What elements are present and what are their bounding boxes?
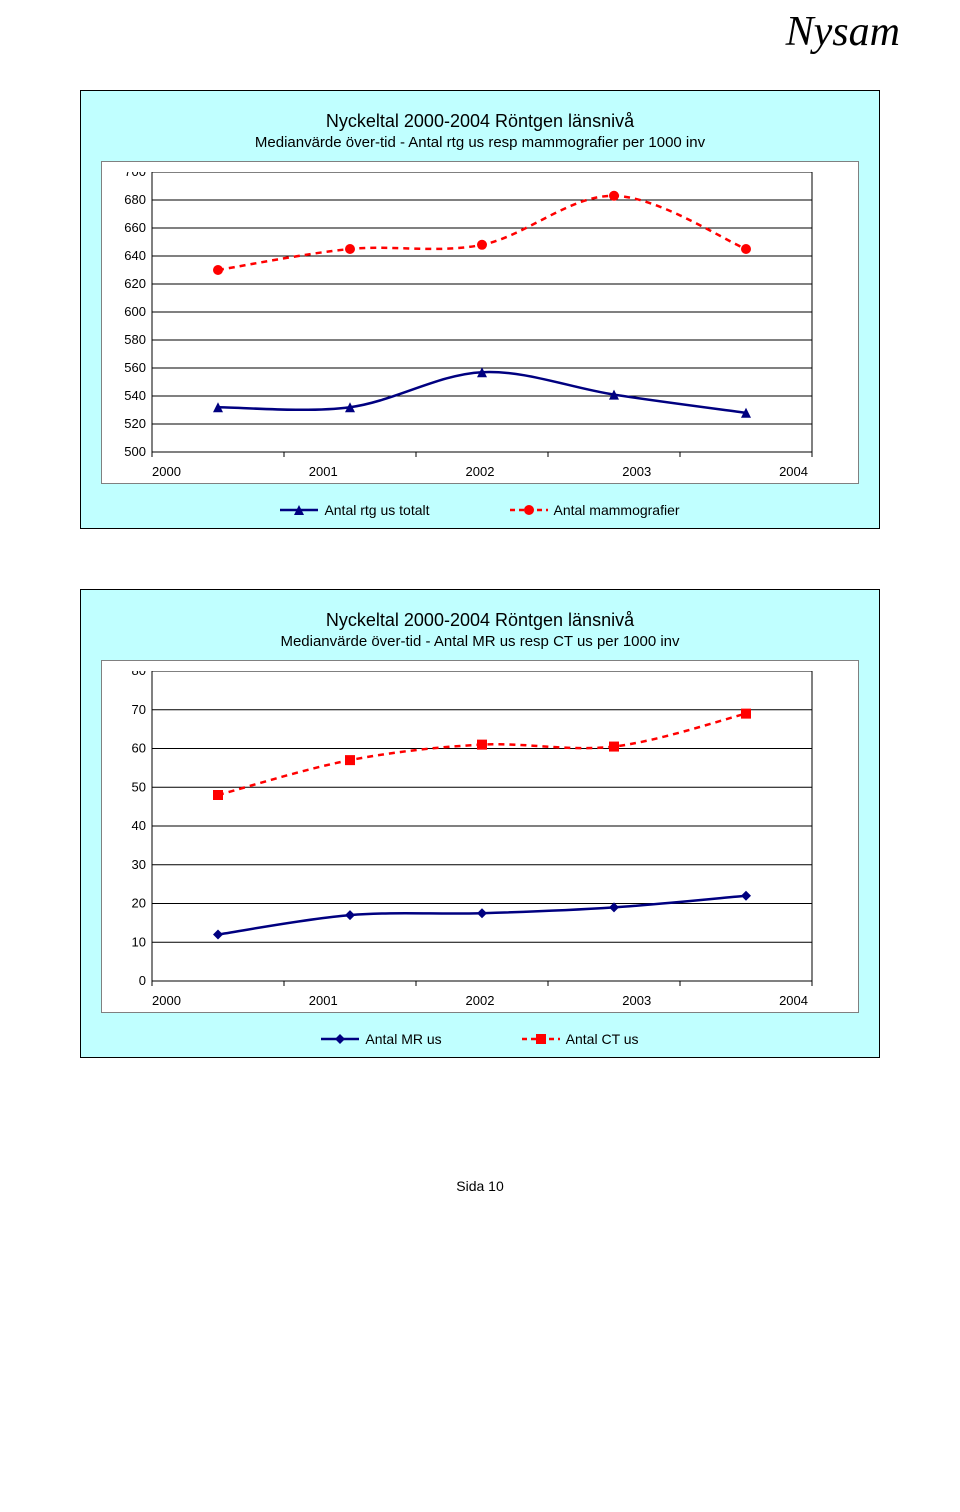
- svg-text:660: 660: [124, 220, 146, 235]
- legend: Antal MR us Antal CT us: [101, 1031, 859, 1047]
- chart-title: Nyckeltal 2000-2004 Röntgen länsnivå: [101, 610, 859, 631]
- x-axis-label: 2003: [622, 464, 651, 479]
- svg-text:640: 640: [124, 248, 146, 263]
- chart-title: Nyckeltal 2000-2004 Röntgen länsnivå: [101, 111, 859, 132]
- plot-svg: 0 10 20 30 40 50 60 70 80: [112, 671, 832, 989]
- x-axis-label: 2002: [466, 464, 495, 479]
- x-axis-label: 2003: [622, 993, 651, 1008]
- svg-text:700: 700: [124, 172, 146, 179]
- svg-text:60: 60: [132, 741, 146, 756]
- plot-frame: 0 10 20 30 40 50 60 70 80 2000 2001 2002 2003 2004: [101, 660, 859, 1013]
- legend-item-solid: Antal MR us: [321, 1031, 441, 1047]
- x-axis-labels: 2000 2001 2002 2003 2004: [152, 464, 808, 479]
- chart-subtitle: Medianvärde över-tid - Antal MR us resp …: [101, 633, 859, 650]
- svg-text:40: 40: [132, 818, 146, 833]
- page-footer: Sida 10: [60, 1178, 900, 1194]
- svg-text:620: 620: [124, 276, 146, 291]
- svg-text:20: 20: [132, 896, 146, 911]
- legend-label: Antal mammografier: [554, 502, 680, 518]
- x-axis-label: 2001: [309, 993, 338, 1008]
- plot-frame: 500520540560580600620640660680700 200020…: [101, 161, 859, 484]
- svg-text:30: 30: [132, 857, 146, 872]
- svg-text:80: 80: [132, 671, 146, 678]
- svg-text:50: 50: [132, 779, 146, 794]
- legend-item-dashed: Antal mammografier: [510, 502, 680, 518]
- legend-swatch-icon: [510, 503, 548, 517]
- x-axis-label: 2000: [152, 993, 181, 1008]
- x-axis-label: 2001: [309, 464, 338, 479]
- svg-text:540: 540: [124, 388, 146, 403]
- brand-title: Nysam: [786, 8, 900, 56]
- svg-text:0: 0: [139, 973, 146, 988]
- chart-subtitle: Medianvärde över-tid - Antal rtg us resp…: [101, 134, 859, 151]
- x-axis-label: 2004: [779, 993, 808, 1008]
- chart-1: Nyckeltal 2000-2004 Röntgen länsnivå Med…: [80, 90, 880, 529]
- legend-item-solid: Antal rtg us totalt: [280, 502, 429, 518]
- chart-2: Nyckeltal 2000-2004 Röntgen länsnivå Med…: [80, 589, 880, 1058]
- svg-text:600: 600: [124, 304, 146, 319]
- svg-text:10: 10: [132, 934, 146, 949]
- legend-swatch-icon: [522, 1032, 560, 1046]
- svg-text:520: 520: [124, 416, 146, 431]
- legend-label: Antal CT us: [566, 1031, 639, 1047]
- legend: Antal rtg us totalt Antal mammografier: [101, 502, 859, 518]
- legend-swatch-icon: [280, 503, 318, 517]
- svg-text:680: 680: [124, 192, 146, 207]
- svg-text:70: 70: [132, 702, 146, 717]
- legend-label: Antal rtg us totalt: [324, 502, 429, 518]
- legend-swatch-icon: [321, 1032, 359, 1046]
- svg-text:500: 500: [124, 444, 146, 459]
- legend-label: Antal MR us: [365, 1031, 441, 1047]
- svg-text:580: 580: [124, 332, 146, 347]
- x-axis-label: 2004: [779, 464, 808, 479]
- x-axis-label: 2000: [152, 464, 181, 479]
- svg-text:560: 560: [124, 360, 146, 375]
- legend-item-dashed: Antal CT us: [522, 1031, 639, 1047]
- x-axis-labels: 2000 2001 2002 2003 2004: [152, 993, 808, 1008]
- x-axis-label: 2002: [466, 993, 495, 1008]
- plot-svg: 500 520 540 560 580 600 620 640 660 680 700: [112, 172, 832, 460]
